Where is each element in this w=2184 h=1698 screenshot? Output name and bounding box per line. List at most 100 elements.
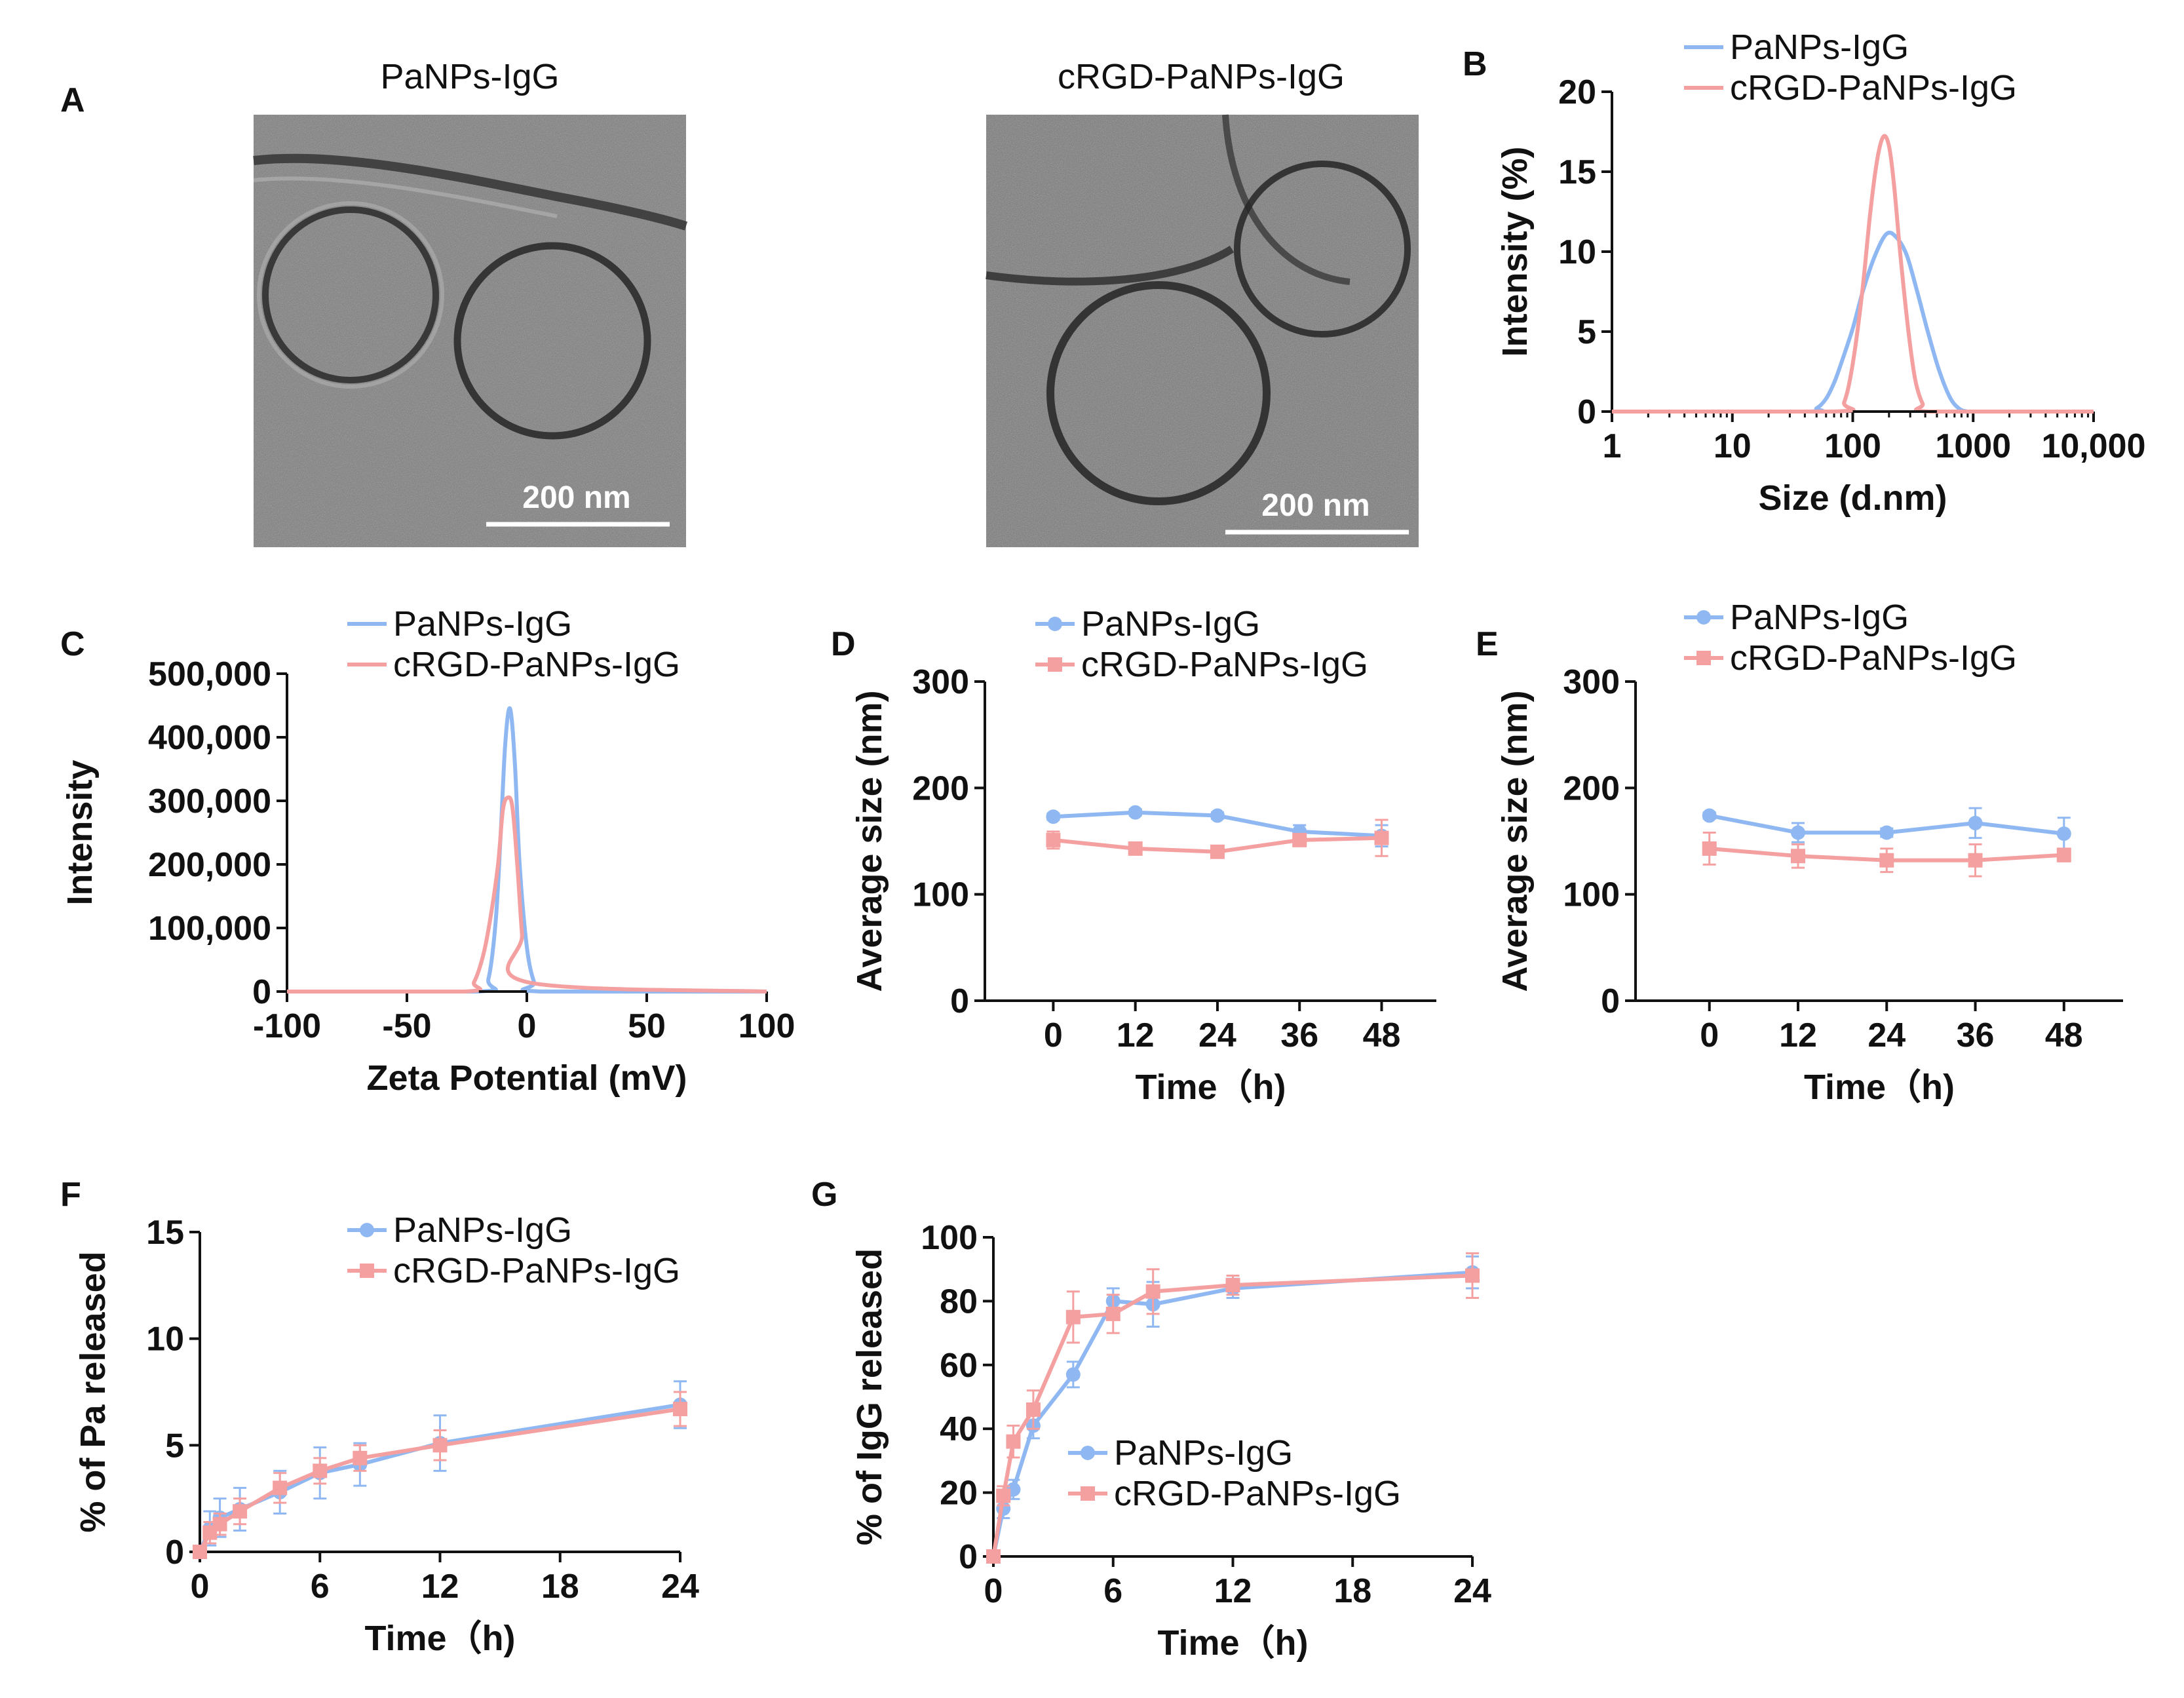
data-point — [2056, 826, 2071, 841]
legend-entry: cRGD-PaNPs-IgG — [1684, 68, 2017, 107]
series-crgd-panps-igg — [1046, 819, 1389, 859]
data-point — [1128, 841, 1143, 856]
series-panps-igg — [1612, 230, 2094, 414]
x-tick-label: 0 — [1700, 1016, 1719, 1054]
x-tick-label: 0 — [984, 1572, 1003, 1610]
data-point — [1702, 841, 1717, 856]
legend-entry: cRGD-PaNPs-IgG — [347, 645, 680, 684]
y-tick-label: 0 — [1601, 982, 1620, 1020]
scale-bar-left: 200 nm — [522, 480, 630, 515]
data-point — [273, 1480, 288, 1495]
data-point — [996, 1488, 1011, 1503]
data-point — [1374, 830, 1389, 845]
data-point — [193, 1545, 207, 1559]
x-tick-label: 18 — [1333, 1572, 1371, 1610]
x-tick-label: 24 — [661, 1568, 699, 1606]
y-tick-label: 40 — [940, 1410, 978, 1448]
x-tick-label: 48 — [2045, 1016, 2083, 1054]
chart-c: 0 100,000 200,000 300,000 400,000 500,000 -100… — [60, 604, 795, 1098]
legend-entry: cRGD-PaNPs-IgG — [347, 1251, 680, 1290]
y-axis-label: Intensity (%) — [1495, 146, 1535, 357]
data-point — [1879, 825, 1894, 840]
legend-label: cRGD-PaNPs-IgG — [393, 645, 680, 684]
y-tick-label: 15 — [146, 1214, 184, 1252]
x-axis-label: Time（h) — [1157, 1623, 1308, 1663]
panel-letter-c: C — [60, 625, 85, 663]
panel-letter-e: E — [1476, 625, 1499, 663]
data-point — [1702, 808, 1717, 823]
legend-label: cRGD-PaNPs-IgG — [393, 1251, 680, 1290]
legend-entry: PaNPs-IgG — [1035, 604, 1260, 644]
x-tick-label: 1 — [1603, 427, 1622, 465]
x-tick-label: 12 — [421, 1568, 459, 1606]
x-axis-label: Time（h) — [1135, 1068, 1286, 1107]
legend-entry: cRGD-PaNPs-IgG — [1684, 638, 2017, 678]
y-tick-label: 5 — [165, 1427, 184, 1465]
legend-entry: cRGD-PaNPs-IgG — [1035, 645, 1368, 684]
series-panps-igg — [193, 1380, 687, 1559]
legend-entry: PaNPs-IgG — [347, 604, 572, 644]
legend-label: PaNPs-IgG — [1730, 598, 1909, 637]
data-point — [1968, 815, 1983, 830]
y-tick-label: 10 — [1558, 233, 1596, 271]
chart-f: 0 5 10 15 0 6 12 18 24 Time（h) % of Pa released PaN… — [73, 1210, 699, 1658]
x-tick-label: 12 — [1779, 1016, 1817, 1054]
x-tick-label: 6 — [311, 1568, 330, 1606]
y-tick-label: 80 — [940, 1283, 978, 1321]
legend-label: cRGD-PaNPs-IgG — [1081, 645, 1368, 684]
x-tick-label: 100 — [1824, 427, 1881, 465]
chart-g: 0 20 40 60 80 100 0 6 12 18 24 Time（h) % of IgG rele… — [850, 1219, 1491, 1663]
series-line — [991, 1273, 1473, 1557]
y-tick-label: 200 — [1563, 769, 1620, 807]
x-tick-label: 1000 — [1935, 427, 2011, 465]
chart-e: 0 100 200 300 0 12 24 36 48 Time（h) Average size (… — [1495, 598, 2123, 1107]
legend-entry: cRGD-PaNPs-IgG — [1068, 1474, 1401, 1513]
y-tick-label: 10 — [146, 1321, 184, 1359]
legend-marker — [360, 1223, 374, 1237]
panel-letter-f: F — [60, 1176, 81, 1214]
legend-marker — [360, 1264, 374, 1278]
y-tick-label: 15 — [1558, 153, 1596, 191]
data-point — [1065, 1309, 1081, 1324]
y-tick-label: 20 — [1558, 73, 1596, 111]
x-tick-label: 100 — [738, 1007, 795, 1045]
data-point — [1046, 809, 1061, 824]
panel-letter-d: D — [831, 625, 856, 663]
legend-label: PaNPs-IgG — [1081, 604, 1260, 644]
x-tick-label: -100 — [253, 1007, 321, 1045]
y-axis-label: % of IgG released — [850, 1248, 889, 1545]
data-point — [1791, 825, 1805, 840]
data-point — [1145, 1284, 1160, 1299]
legend-label: cRGD-PaNPs-IgG — [1114, 1474, 1401, 1513]
data-point — [1006, 1434, 1021, 1449]
legend-marker — [1048, 617, 1062, 631]
x-tick-label: 12 — [1214, 1572, 1252, 1610]
tem-title-left: PaNPs-IgG — [380, 57, 559, 96]
data-point — [212, 1516, 227, 1532]
data-point — [1065, 1367, 1081, 1382]
y-axis-label: Intensity — [60, 760, 100, 905]
y-tick-label: 500,000 — [148, 655, 271, 693]
x-tick-label: 10,000 — [2041, 427, 2145, 465]
chart-d: 0 100 200 300 0 12 24 36 48 Time（h) Average size (… — [850, 604, 1436, 1107]
chart-b: 0 5 10 15 20 1 10 100 1000 10,000 Size (d.nm) Inten… — [1495, 28, 2146, 518]
legend-marker — [1696, 651, 1711, 665]
legend-marker — [1081, 1446, 1095, 1460]
data-point — [432, 1438, 448, 1453]
series-line — [1612, 230, 2094, 414]
y-tick-label: 300 — [1563, 663, 1620, 701]
y-tick-label: 100,000 — [148, 910, 271, 948]
legend-entry: PaNPs-IgG — [1068, 1433, 1293, 1473]
data-point — [1128, 805, 1143, 820]
legend-label: PaNPs-IgG — [1730, 28, 1909, 67]
legend-marker — [1048, 657, 1062, 672]
x-tick-label: 50 — [628, 1007, 666, 1045]
x-tick-label: 24 — [1453, 1572, 1491, 1610]
x-tick-label: 36 — [1957, 1016, 1995, 1054]
data-point — [1791, 849, 1805, 864]
panel-letter-a: A — [60, 81, 85, 119]
data-point — [1292, 832, 1307, 847]
y-tick-label: 5 — [1577, 313, 1596, 351]
